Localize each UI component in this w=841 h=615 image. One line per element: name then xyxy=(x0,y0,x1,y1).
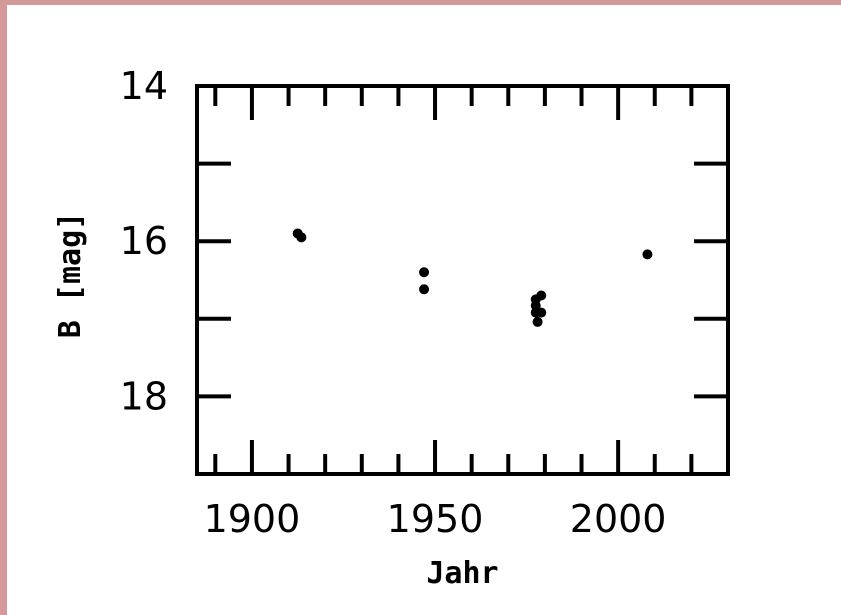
data-point xyxy=(296,232,307,243)
y-axis-tick-labels: 14 16 18 xyxy=(120,64,168,418)
data-point xyxy=(642,249,653,260)
y-tick-label: 16 xyxy=(120,219,168,263)
y-tick-label: 14 xyxy=(120,64,168,108)
frame-left-border xyxy=(0,0,7,615)
y-axis-ticks xyxy=(197,161,728,399)
plot-area xyxy=(195,84,730,476)
data-point xyxy=(532,316,543,327)
x-tick-label: 2000 xyxy=(570,497,667,541)
x-axis-title: Jahr xyxy=(426,556,498,591)
x-axis-tick-labels: 1900 1950 2000 xyxy=(204,497,667,541)
data-point xyxy=(419,284,430,295)
x-tick-label: 1900 xyxy=(204,497,301,541)
y-tick-label: 18 xyxy=(120,374,168,418)
x-axis-ticks xyxy=(213,86,694,474)
data-points xyxy=(292,228,653,327)
y-axis-title: B [mag] xyxy=(53,212,88,338)
data-point xyxy=(536,307,547,318)
data-point xyxy=(530,300,541,311)
x-tick-label: 1950 xyxy=(387,497,484,541)
frame-top-border xyxy=(0,0,841,5)
data-point xyxy=(419,267,430,278)
data-point xyxy=(536,290,547,301)
